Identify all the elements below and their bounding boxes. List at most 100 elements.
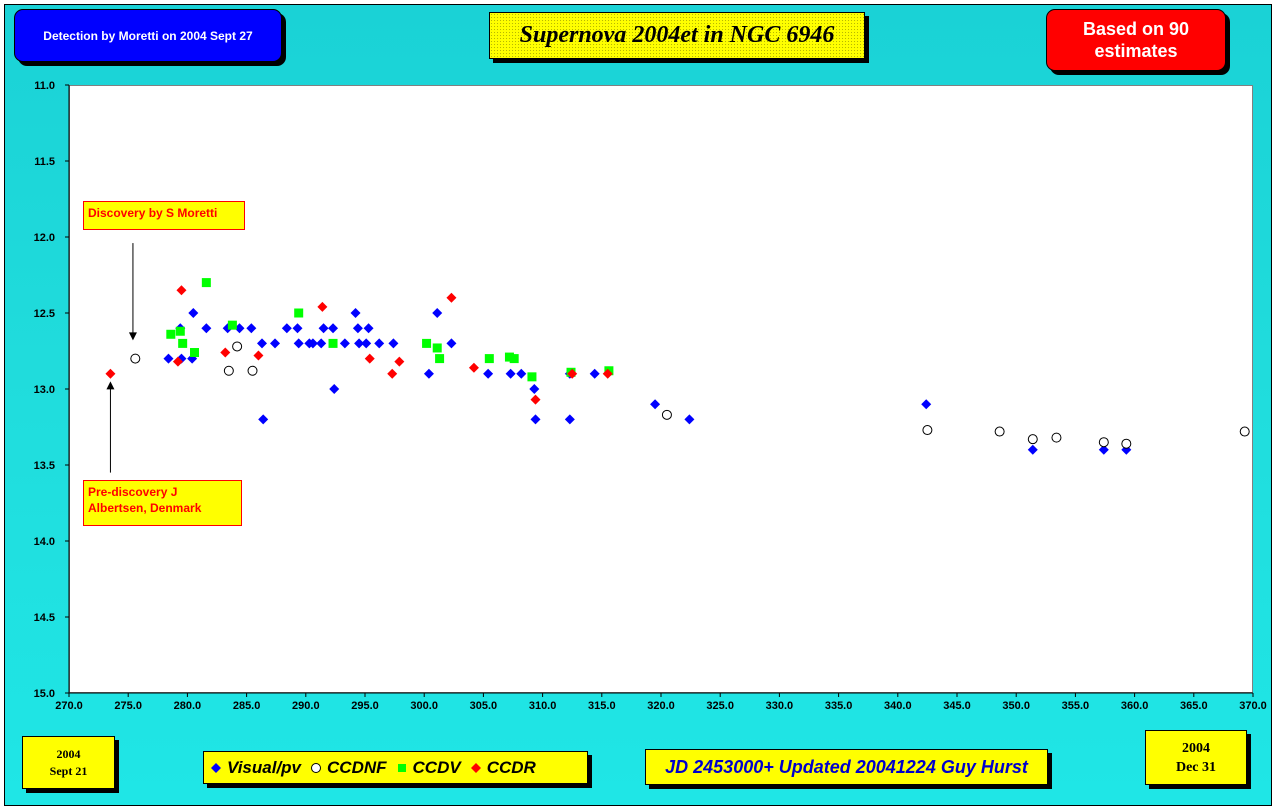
data-point-ccdv bbox=[328, 338, 338, 348]
data-point-visual-pv bbox=[564, 414, 575, 425]
end-date-box: 2004 Dec 31 bbox=[1145, 730, 1247, 785]
prediscovery-label: Pre-discovery J Albertsen, Denmark bbox=[88, 485, 202, 515]
axes: 270.0 275.0 280.0 285.0 290.0 295.0 300.0 305.0… bbox=[34, 80, 1267, 712]
data-point-ccdnf bbox=[1239, 426, 1250, 437]
data-point-visual-pv bbox=[354, 338, 365, 349]
data-point-visual-pv bbox=[339, 338, 350, 349]
data-point-visual-pv bbox=[529, 384, 540, 394]
data-point-visual-pv bbox=[258, 414, 269, 425]
data-point-ccdnf bbox=[223, 365, 234, 376]
y-tick-label: 13.0 bbox=[34, 384, 55, 396]
data-point-ccdv bbox=[422, 338, 432, 348]
data-point-ccdnf bbox=[994, 426, 1005, 437]
legend-ccdv-label: CCDV bbox=[412, 757, 461, 777]
legend-visual-label: Visual/pv bbox=[227, 757, 302, 777]
legend: Visual/pv CCDNF CCDV CCDR bbox=[203, 751, 588, 784]
legend-ccdnf-marker bbox=[310, 762, 322, 774]
x-tick-label: 340.0 bbox=[884, 700, 912, 712]
data-point-ccdv bbox=[527, 372, 537, 382]
y-tick-label: 14.0 bbox=[34, 536, 55, 548]
x-tick-label: 290.0 bbox=[292, 700, 320, 712]
data-point-ccdnf bbox=[247, 365, 258, 376]
data-point-visual-pv bbox=[650, 399, 661, 410]
data-point-visual-pv bbox=[270, 338, 281, 349]
x-tick-label: 315.0 bbox=[588, 700, 616, 712]
data-point-ccdv bbox=[484, 354, 494, 364]
legend-item-ccdv: CCDV bbox=[396, 758, 461, 778]
data-point-visual-pv bbox=[363, 323, 374, 334]
data-point-ccdv bbox=[190, 348, 200, 358]
data-point-ccdr bbox=[364, 353, 375, 364]
data-point-visual-pv bbox=[589, 368, 600, 379]
x-tick-label: 305.0 bbox=[470, 700, 498, 712]
data-point-ccdv bbox=[509, 354, 519, 364]
data-point-ccdv bbox=[175, 326, 185, 336]
x-tick-label: 270.0 bbox=[55, 700, 83, 712]
legend-ccdnf-label: CCDNF bbox=[327, 757, 387, 777]
data-point-visual-pv bbox=[201, 323, 212, 334]
data-point-ccdr bbox=[394, 356, 405, 367]
data-point-visual-pv bbox=[246, 323, 257, 334]
data-point-ccdv bbox=[294, 308, 304, 318]
data-point-visual-pv bbox=[234, 323, 245, 334]
estimates-count: Based on 90 estimates bbox=[1082, 19, 1190, 61]
data-points bbox=[105, 278, 1250, 455]
legend-ccdr-marker bbox=[470, 762, 482, 774]
legend-ccdv-marker bbox=[396, 762, 408, 774]
prediscovery-arrow-head bbox=[106, 381, 115, 390]
data-point-ccdv bbox=[201, 278, 211, 288]
y-tick-label: 12.5 bbox=[34, 308, 55, 320]
legend-item-ccdnf: CCDNF bbox=[310, 758, 387, 778]
data-point-ccdv bbox=[166, 329, 176, 339]
start-date: Sept 21 bbox=[49, 763, 88, 778]
x-tick-label: 310.0 bbox=[529, 700, 557, 712]
end-year: 2004 bbox=[1182, 740, 1210, 756]
x-tick-label: 365.0 bbox=[1180, 700, 1208, 712]
x-tick-label: 295.0 bbox=[351, 700, 379, 712]
data-point-ccdr bbox=[172, 356, 183, 367]
data-point-ccdv bbox=[504, 352, 514, 362]
data-point-ccdv bbox=[178, 338, 188, 348]
data-point-visual-pv bbox=[188, 308, 199, 318]
legend-item-visual: Visual/pv bbox=[210, 758, 301, 778]
y-tick-label: 15.0 bbox=[34, 688, 55, 700]
x-tick-label: 330.0 bbox=[766, 700, 794, 712]
data-point-visual-pv bbox=[256, 338, 267, 349]
data-point-ccdr bbox=[220, 347, 231, 358]
estimates-count-box: Based on 90 estimates bbox=[1046, 9, 1226, 71]
data-point-visual-pv bbox=[316, 338, 327, 349]
discovery-label: Discovery by S Moretti bbox=[88, 206, 218, 220]
data-point-visual-pv bbox=[446, 338, 457, 349]
data-point-visual-pv bbox=[318, 323, 329, 334]
discovery-arrow-head bbox=[128, 332, 137, 341]
data-point-ccdnf bbox=[1051, 432, 1062, 443]
data-point-ccdr bbox=[317, 301, 328, 312]
y-tick-label: 11.0 bbox=[34, 80, 55, 92]
x-tick-label: 335.0 bbox=[825, 700, 853, 712]
data-point-visual-pv bbox=[292, 323, 303, 334]
data-point-ccdr bbox=[468, 362, 479, 373]
data-point-ccdr bbox=[176, 285, 187, 296]
x-tick-label: 280.0 bbox=[174, 700, 202, 712]
data-point-visual-pv bbox=[1098, 444, 1109, 455]
data-point-visual-pv bbox=[483, 368, 494, 379]
data-point-visual-pv bbox=[329, 384, 340, 394]
data-point-ccdr bbox=[253, 350, 264, 361]
data-point-visual-pv bbox=[516, 368, 527, 379]
x-tick-label: 355.0 bbox=[1062, 700, 1090, 712]
data-point-ccdr bbox=[387, 368, 398, 379]
legend-ccdr-label: CCDR bbox=[486, 757, 536, 777]
data-point-ccdr bbox=[567, 368, 578, 379]
data-point-ccdnf bbox=[1121, 438, 1132, 449]
update-note-box: JD 2453000+ Updated 20041224 Guy Hurst bbox=[645, 749, 1048, 785]
annotation-arrows bbox=[106, 243, 137, 473]
data-point-visual-pv bbox=[530, 414, 541, 425]
data-point-ccdnf bbox=[232, 341, 243, 352]
data-point-visual-pv bbox=[388, 338, 399, 349]
data-point-ccdnf bbox=[922, 425, 933, 436]
y-tick-label: 11.5 bbox=[34, 156, 55, 168]
data-point-visual-pv bbox=[921, 399, 932, 410]
data-point-ccdv bbox=[227, 320, 237, 330]
start-date-box: 2004 Sept 21 bbox=[22, 736, 115, 789]
